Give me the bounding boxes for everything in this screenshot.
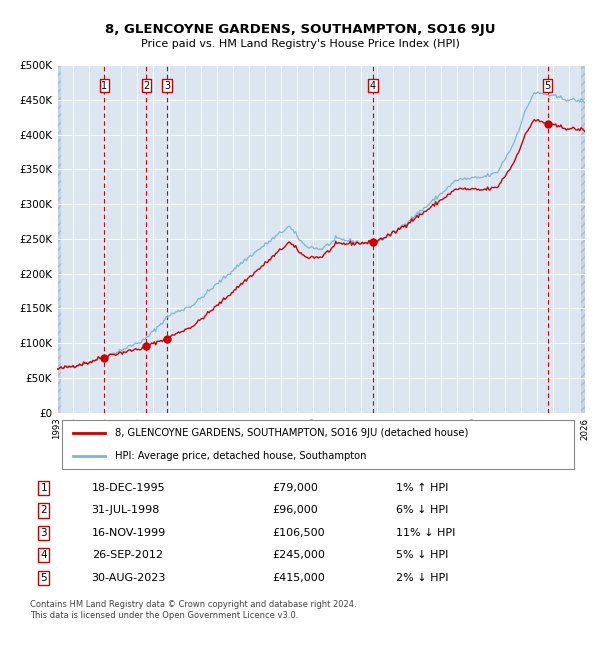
Text: 30-AUG-2023: 30-AUG-2023 bbox=[92, 573, 166, 583]
Text: 5: 5 bbox=[40, 573, 47, 583]
Text: 3: 3 bbox=[40, 528, 47, 538]
Text: 11% ↓ HPI: 11% ↓ HPI bbox=[396, 528, 455, 538]
Text: 3: 3 bbox=[164, 81, 170, 91]
Text: 6% ↓ HPI: 6% ↓ HPI bbox=[396, 506, 449, 515]
Text: 5% ↓ HPI: 5% ↓ HPI bbox=[396, 551, 449, 560]
Text: 1% ↑ HPI: 1% ↑ HPI bbox=[396, 483, 449, 493]
Text: £415,000: £415,000 bbox=[272, 573, 325, 583]
Text: 2% ↓ HPI: 2% ↓ HPI bbox=[396, 573, 449, 583]
Text: 8, GLENCOYNE GARDENS, SOUTHAMPTON, SO16 9JU: 8, GLENCOYNE GARDENS, SOUTHAMPTON, SO16 … bbox=[105, 23, 495, 36]
Text: Price paid vs. HM Land Registry's House Price Index (HPI): Price paid vs. HM Land Registry's House … bbox=[140, 39, 460, 49]
Text: 2: 2 bbox=[40, 506, 47, 515]
Text: 18-DEC-1995: 18-DEC-1995 bbox=[92, 483, 166, 493]
Text: 4: 4 bbox=[370, 81, 376, 91]
FancyBboxPatch shape bbox=[62, 420, 574, 469]
Text: 1: 1 bbox=[40, 483, 47, 493]
Text: 31-JUL-1998: 31-JUL-1998 bbox=[92, 506, 160, 515]
Text: 8, GLENCOYNE GARDENS, SOUTHAMPTON, SO16 9JU (detached house): 8, GLENCOYNE GARDENS, SOUTHAMPTON, SO16 … bbox=[115, 428, 469, 438]
Text: HPI: Average price, detached house, Southampton: HPI: Average price, detached house, Sout… bbox=[115, 451, 367, 462]
Text: 5: 5 bbox=[545, 81, 551, 91]
Text: £96,000: £96,000 bbox=[272, 506, 318, 515]
Text: 16-NOV-1999: 16-NOV-1999 bbox=[92, 528, 166, 538]
Text: 1: 1 bbox=[101, 81, 107, 91]
Text: 26-SEP-2012: 26-SEP-2012 bbox=[92, 551, 163, 560]
Text: Contains HM Land Registry data © Crown copyright and database right 2024.
This d: Contains HM Land Registry data © Crown c… bbox=[29, 601, 356, 619]
Text: £245,000: £245,000 bbox=[272, 551, 325, 560]
Text: £106,500: £106,500 bbox=[272, 528, 325, 538]
Text: £79,000: £79,000 bbox=[272, 483, 318, 493]
Text: 4: 4 bbox=[40, 551, 47, 560]
Text: 2: 2 bbox=[143, 81, 149, 91]
